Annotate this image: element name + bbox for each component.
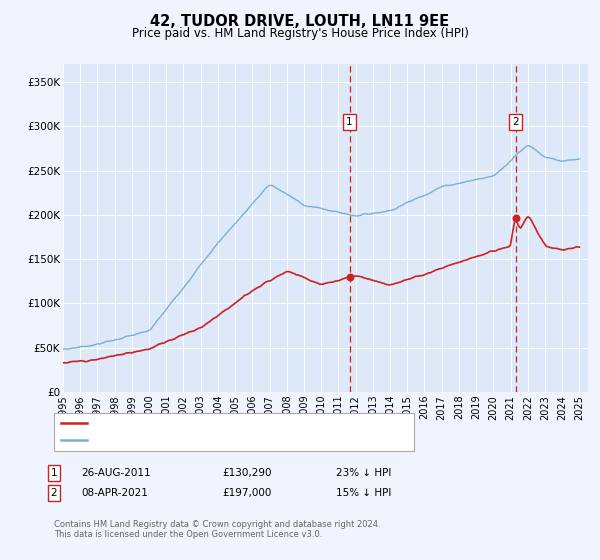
Text: 1: 1 <box>50 468 58 478</box>
Text: 15% ↓ HPI: 15% ↓ HPI <box>336 488 391 498</box>
Text: £130,290: £130,290 <box>222 468 271 478</box>
Point <box>511 213 521 222</box>
Text: Contains HM Land Registry data © Crown copyright and database right 2024.
This d: Contains HM Land Registry data © Crown c… <box>54 520 380 539</box>
Text: 2: 2 <box>512 117 519 127</box>
Text: 42, TUDOR DRIVE, LOUTH, LN11 9EE: 42, TUDOR DRIVE, LOUTH, LN11 9EE <box>151 14 449 29</box>
Text: Price paid vs. HM Land Registry's House Price Index (HPI): Price paid vs. HM Land Registry's House … <box>131 27 469 40</box>
Text: 2: 2 <box>50 488 58 498</box>
Text: 1: 1 <box>346 117 353 127</box>
Point <box>345 272 355 281</box>
Text: HPI: Average price, detached house, East Lindsey: HPI: Average price, detached house, East… <box>91 435 338 445</box>
Text: 42, TUDOR DRIVE, LOUTH, LN11 9EE (detached house): 42, TUDOR DRIVE, LOUTH, LN11 9EE (detach… <box>91 418 365 428</box>
Text: £197,000: £197,000 <box>222 488 271 498</box>
Text: 08-APR-2021: 08-APR-2021 <box>81 488 148 498</box>
Text: 23% ↓ HPI: 23% ↓ HPI <box>336 468 391 478</box>
Text: 26-AUG-2011: 26-AUG-2011 <box>81 468 151 478</box>
